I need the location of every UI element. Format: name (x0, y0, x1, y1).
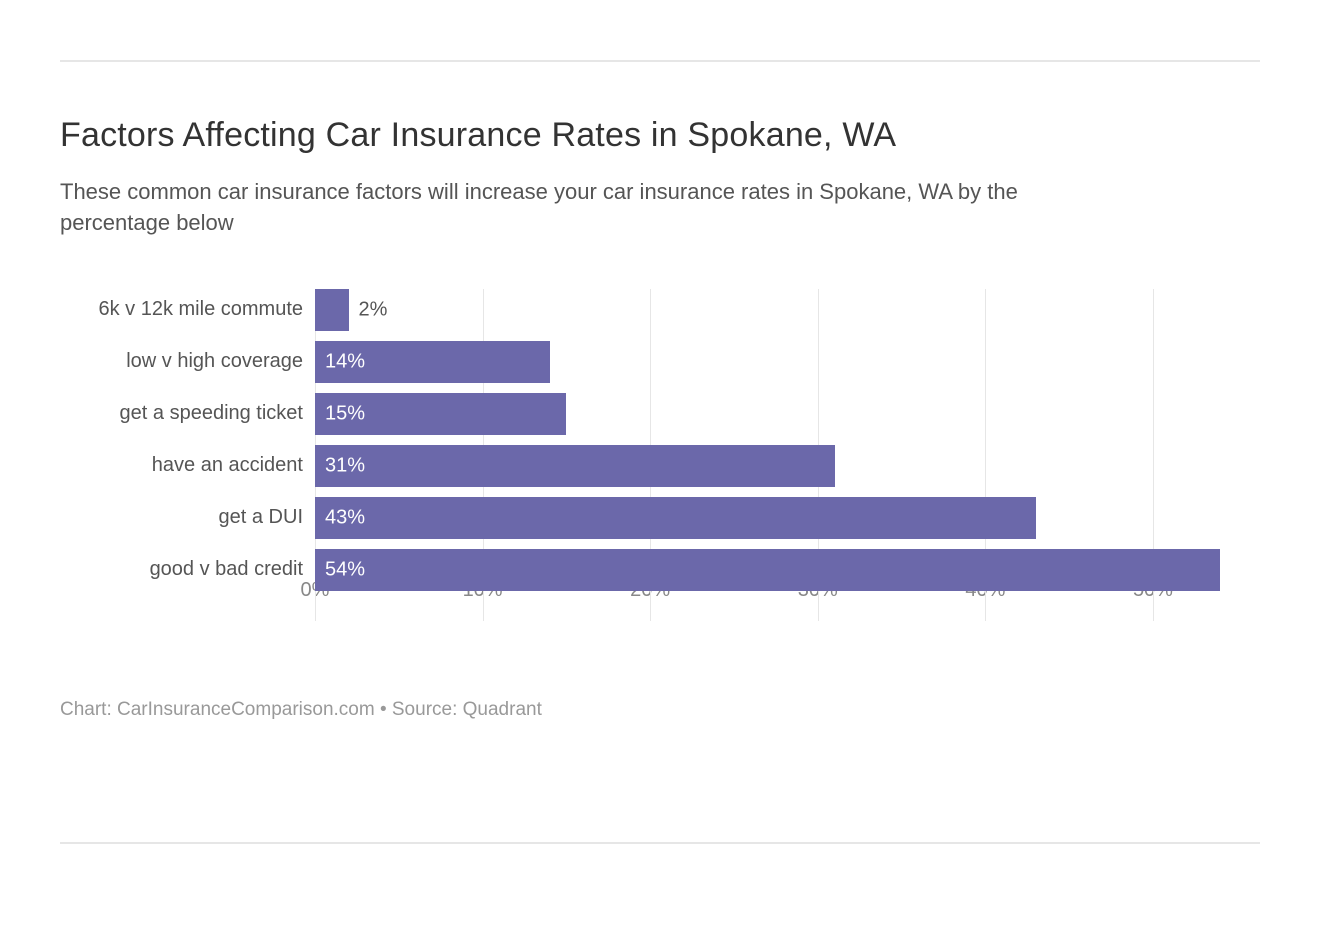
bar: 54% (315, 549, 1220, 591)
bar-value: 43% (325, 506, 365, 529)
bar: 14% (315, 341, 550, 383)
bar: 15% (315, 393, 566, 435)
category-label: good v bad credit (150, 558, 303, 581)
bar-value: 54% (325, 558, 365, 581)
top-rule (60, 60, 1260, 62)
category-label: 6k v 12k mile commute (98, 298, 303, 321)
bar: 43% (315, 497, 1036, 539)
category-label: have an accident (152, 454, 303, 477)
chart-row: low v high coverage14% (315, 341, 1220, 383)
chart-footer: Chart: CarInsuranceComparison.com • Sour… (60, 699, 1260, 721)
bar-value: 14% (325, 350, 365, 373)
chart-row: get a DUI43% (315, 497, 1220, 539)
page-container: Factors Affecting Car Insurance Rates in… (0, 0, 1320, 944)
chart-row: have an accident31% (315, 445, 1220, 487)
chart-row: get a speeding ticket15% (315, 393, 1220, 435)
category-label: get a speeding ticket (120, 402, 303, 425)
bar: 2% (315, 289, 349, 331)
chart-subtitle: These common car insurance factors will … (60, 177, 1080, 239)
chart-row: good v bad credit54% (315, 549, 1220, 591)
chart-row: 6k v 12k mile commute2% (315, 289, 1220, 331)
chart-area: 0%10%20%30%40%50% 6k v 12k mile commute2… (60, 289, 1260, 669)
bar-value: 31% (325, 454, 365, 477)
bottom-rule (60, 842, 1260, 844)
bar: 31% (315, 445, 835, 487)
bottom-rule-wrap (60, 842, 1260, 844)
category-label: low v high coverage (126, 350, 303, 373)
chart-title: Factors Affecting Car Insurance Rates in… (60, 116, 1260, 155)
bar-value: 2% (359, 298, 388, 321)
bar-value: 15% (325, 402, 365, 425)
category-label: get a DUI (219, 506, 303, 529)
chart-plot: 0%10%20%30%40%50% 6k v 12k mile commute2… (315, 289, 1220, 621)
